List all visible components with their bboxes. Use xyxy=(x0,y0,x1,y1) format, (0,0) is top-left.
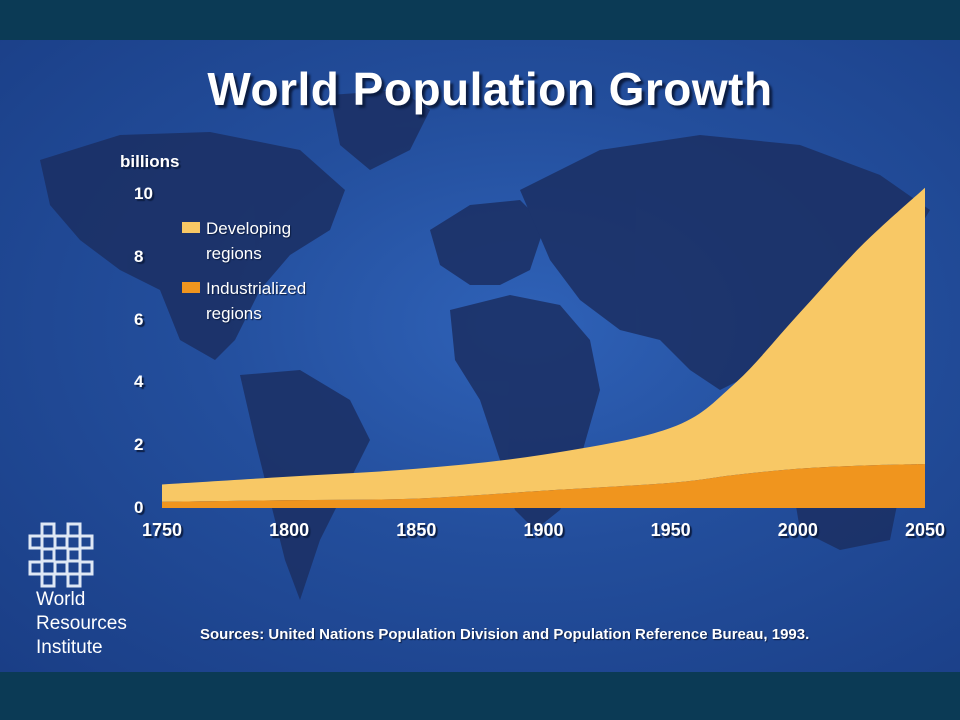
x-tick-label: 2000 xyxy=(777,520,818,540)
organization-name-line2: Resources xyxy=(36,613,127,634)
x-tick-label: 1950 xyxy=(650,520,691,540)
bottom-bar xyxy=(0,672,960,720)
chart-legend: Developing regions Industrialized region… xyxy=(182,216,352,336)
slide: World Population Growth billions 0 2 4 6 8 10… xyxy=(0,40,960,672)
y-tick-label: 10 xyxy=(134,184,153,203)
legend-item-industrialized: Industrialized regions xyxy=(182,276,352,336)
sources-note: Sources: United Nations Population Divis… xyxy=(200,626,810,643)
legend-item-developing: Developing regions xyxy=(182,216,352,276)
population-area-chart xyxy=(162,187,925,508)
x-tick-label: 1900 xyxy=(523,520,564,540)
organization-name-line1: World xyxy=(36,589,86,610)
legend-label-industrialized-line2: regions xyxy=(206,304,262,323)
legend-swatch-developing xyxy=(182,222,200,233)
slide-title: World Population Growth xyxy=(207,63,773,115)
legend-label-industrialized-line1: Industrialized xyxy=(206,279,307,298)
area-series-industrialized xyxy=(162,464,925,508)
y-tick-label: 0 xyxy=(134,498,144,517)
x-tick-label: 1850 xyxy=(396,520,437,540)
y-tick-label: 8 xyxy=(134,246,144,266)
legend-label-developing-line2: regions xyxy=(206,244,262,263)
organization-name-line3: Institute xyxy=(36,637,103,658)
y-tick-label: 4 xyxy=(134,372,144,392)
legend-swatch-industrialized xyxy=(182,282,200,293)
x-tick-label: 2050 xyxy=(904,520,946,540)
x-tick-label: 1750 xyxy=(141,520,183,540)
x-tick-label: 1800 xyxy=(269,520,310,540)
area-series-developing xyxy=(162,187,925,502)
organization-name: World Resources Institute xyxy=(36,588,166,660)
y-axis-unit-label: billions xyxy=(120,152,180,171)
y-tick-label: 2 xyxy=(134,435,144,455)
y-tick-label: 6 xyxy=(134,309,144,329)
legend-label-developing-line1: Developing xyxy=(206,219,292,238)
wri-logo-icon xyxy=(28,522,94,588)
